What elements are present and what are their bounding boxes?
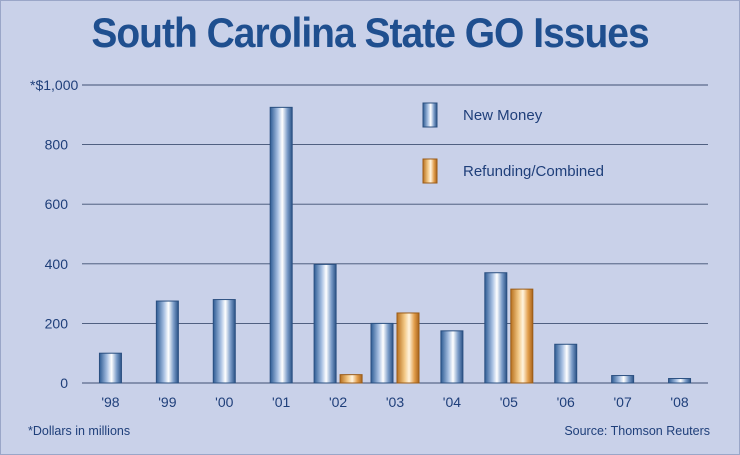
x-tick-label: '98: [101, 394, 119, 410]
y-tick-label: 400: [45, 256, 69, 272]
source-credit: Source: Thomson Reuters: [564, 424, 710, 438]
x-tick-label: '07: [614, 394, 632, 410]
x-tick-label: '02: [329, 394, 347, 410]
x-tick-label: '06: [557, 394, 575, 410]
bar-new-money-7: [484, 272, 508, 384]
bars: [98, 106, 692, 384]
bar-new-money-6: [440, 330, 464, 384]
y-tick-label: *$1,000: [30, 77, 78, 93]
x-tick-label: '99: [158, 394, 176, 410]
x-axis: '98 '99 '00 '01 '02 '03 '04 '05 '06 '07 '08: [101, 394, 689, 410]
bar-new-money-9: [611, 375, 635, 384]
bar-new-money-10: [668, 378, 692, 384]
legend-swatch: [422, 102, 438, 128]
y-tick-label: 800: [45, 137, 69, 153]
legend-label: New Money: [463, 107, 543, 124]
x-tick-label: '00: [215, 394, 233, 410]
legend-label: Refunding/Combined: [463, 163, 604, 180]
x-tick-label: '08: [670, 394, 688, 410]
y-tick-label: 0: [60, 375, 68, 391]
bar-new-money-0: [98, 352, 122, 384]
x-tick-label: '01: [272, 394, 290, 410]
chart-title: South Carolina State GO Issues: [91, 10, 649, 57]
bar-new-money-4: [313, 263, 337, 384]
bar-refunding-4: [339, 374, 363, 384]
x-tick-label: '04: [443, 394, 461, 410]
y-tick-label: 600: [45, 196, 69, 212]
bar-new-money-2: [212, 299, 236, 384]
x-tick-label: '03: [386, 394, 404, 410]
x-tick-label: '05: [500, 394, 518, 410]
bar-refunding-5: [396, 312, 420, 384]
bar-new-money-5: [370, 322, 394, 384]
y-tick-label: 200: [45, 315, 69, 331]
bar-new-money-1: [155, 300, 179, 384]
bar-new-money-3: [269, 106, 293, 384]
legend: New Money Refunding/Combined: [422, 102, 604, 184]
bar-refunding-7: [510, 288, 534, 384]
bar-new-money-8: [554, 343, 578, 384]
y-axis: 0 200 400 600 800 *$1,000: [30, 77, 78, 391]
legend-swatch: [422, 158, 438, 184]
gridlines: [82, 84, 708, 384]
footnote: *Dollars in millions: [28, 424, 131, 438]
